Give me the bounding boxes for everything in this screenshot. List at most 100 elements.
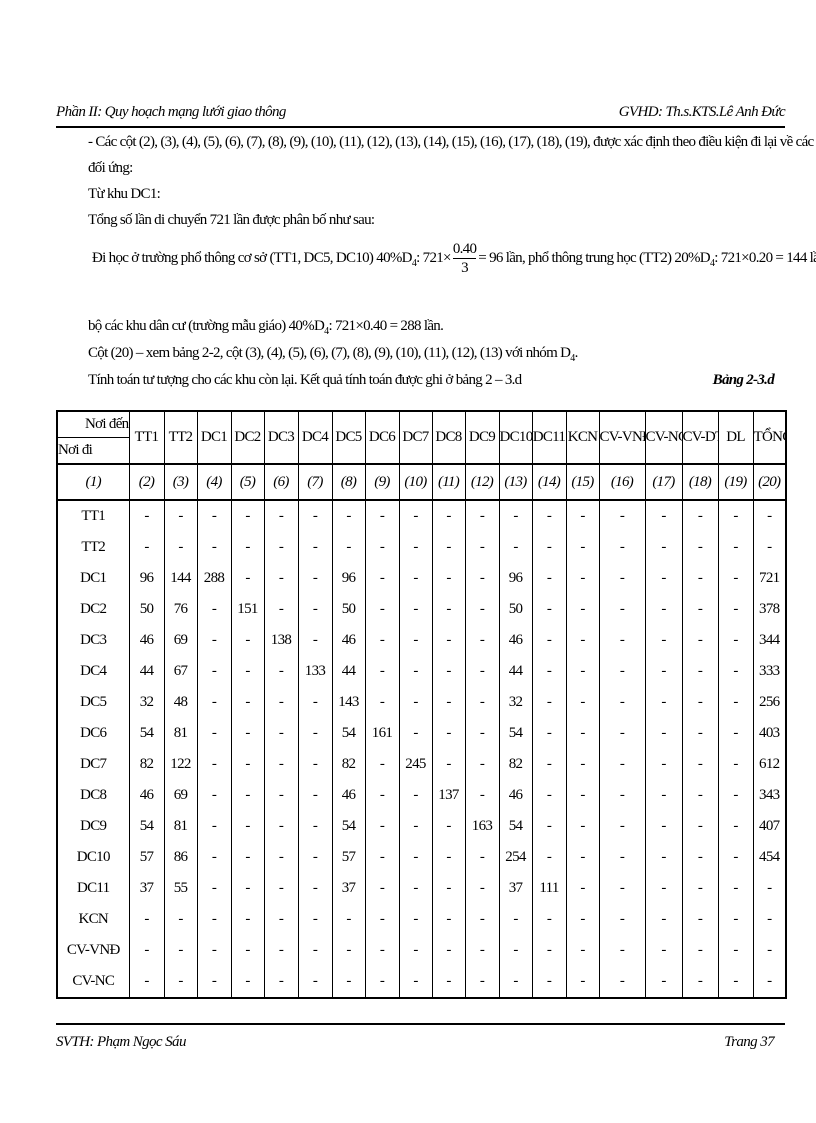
table-cell: - — [297, 811, 332, 842]
table-cell: - — [398, 811, 432, 842]
table-cell: 254 — [498, 842, 532, 873]
table-cell: - — [565, 625, 599, 656]
table-cell: - — [644, 873, 682, 904]
table-cell: - — [498, 500, 532, 532]
column-number: (13) — [498, 463, 532, 501]
table-cell: - — [230, 687, 264, 718]
table-cell: - — [263, 594, 298, 625]
table-row: DC1 96 144 288- - -96- - - -96- - - - - -721 — [56, 563, 786, 594]
table-cell: - — [364, 842, 399, 873]
column-header: DC5 — [331, 411, 365, 464]
table-cell: - — [531, 842, 566, 873]
table-header-row: Nơi đi — [56, 437, 786, 464]
paragraph-line: Cột (20) – xem bảng 2-2, cột (3), (4), (… — [88, 345, 578, 364]
table-cell: - — [431, 811, 465, 842]
table-cell: 44 — [128, 656, 164, 687]
table-cell: - — [717, 904, 753, 935]
row-origin-label: DC9 — [56, 811, 129, 842]
table-cell: - — [598, 780, 645, 811]
row-origin-label: CV-NC — [56, 966, 129, 998]
table-cell: - — [263, 935, 298, 966]
table-row: DC4 44 67- - -133 44- - - -44- - - - - -333 — [56, 656, 786, 687]
table-cell: 96 — [331, 563, 365, 594]
table-cell: - — [263, 780, 298, 811]
table-cell: - — [431, 500, 465, 532]
table-cell: - — [531, 625, 566, 656]
column-number: (17) — [644, 463, 682, 501]
table-cell: - — [565, 532, 599, 563]
table-cell: 54 — [331, 811, 365, 842]
table-cell: 721 — [752, 563, 786, 594]
header-corner-bottom: Nơi đi — [56, 437, 129, 464]
table-cell: - — [297, 904, 332, 935]
table-cell: - — [644, 625, 682, 656]
table-cell: - — [681, 625, 718, 656]
column-header: DC9 — [464, 411, 499, 464]
table-cell: - — [464, 904, 499, 935]
column-header: CV-NC — [644, 411, 682, 464]
table-cell: 32 — [498, 687, 532, 718]
table-cell: - — [565, 966, 599, 998]
table-cell: - — [464, 780, 499, 811]
table-cell: 44 — [498, 656, 532, 687]
table-cell: - — [297, 873, 332, 904]
table-cell: 57 — [128, 842, 164, 873]
table-cell: - — [364, 749, 399, 780]
column-number: (15) — [565, 463, 599, 501]
table-cell: - — [230, 656, 264, 687]
table-cell: 144 — [163, 563, 197, 594]
table-cell: - — [431, 563, 465, 594]
table-cell: - — [196, 873, 231, 904]
table-cell: - — [364, 656, 399, 687]
table-cell: - — [752, 966, 786, 998]
table-cell: - — [398, 532, 432, 563]
table-cell: - — [128, 966, 164, 998]
table-row: TT1- - - - - - - - - - - - - - - - - - - — [56, 500, 786, 532]
table-cell: 55 — [163, 873, 197, 904]
table-cell: - — [163, 966, 197, 998]
table-cell: 256 — [752, 687, 786, 718]
column-number: (14) — [531, 463, 566, 501]
table-cell: - — [717, 594, 753, 625]
row-origin-label: TT1 — [56, 500, 129, 532]
table-cell: - — [297, 966, 332, 998]
table-cell: 86 — [163, 842, 197, 873]
row-origin-label: DC5 — [56, 687, 129, 718]
table-cell: 82 — [128, 749, 164, 780]
table-cell: - — [565, 904, 599, 935]
table-cell: - — [681, 687, 718, 718]
table-cell: - — [398, 873, 432, 904]
table-cell: - — [681, 811, 718, 842]
table-cell: - — [230, 966, 264, 998]
table-cell: - — [598, 811, 645, 842]
table-cell: - — [531, 500, 566, 532]
table-cell: - — [598, 842, 645, 873]
table-cell: - — [431, 749, 465, 780]
table-cell: - — [565, 873, 599, 904]
column-number: (1) — [56, 463, 129, 501]
table-cell: 50 — [128, 594, 164, 625]
column-number: (2) — [128, 463, 164, 501]
table-cell: - — [464, 749, 499, 780]
table-cell: - — [196, 780, 231, 811]
table-cell: - — [464, 656, 499, 687]
table-cell: 37 — [331, 873, 365, 904]
table-cell: - — [498, 904, 532, 935]
table-cell: - — [717, 966, 753, 998]
header-section-title: Phần II: Quy hoạch mạng lưới giao thông — [56, 104, 286, 120]
table-cell: 378 — [752, 594, 786, 625]
table-cell: - — [464, 532, 499, 563]
table-row: DC11 37 55- - - -37- - - -37 111- - - - - - — [56, 873, 786, 904]
table-cell: - — [263, 532, 298, 563]
table-cell: - — [598, 656, 645, 687]
footer-student: SVTH: Phạm Ngọc Sáu — [56, 1034, 186, 1050]
table-cell: - — [598, 718, 645, 749]
table-cell: - — [464, 500, 499, 532]
table-cell: - — [464, 687, 499, 718]
table-cell: - — [644, 656, 682, 687]
row-origin-label: DC8 — [56, 780, 129, 811]
table-cell: - — [498, 966, 532, 998]
table-cell: - — [364, 594, 399, 625]
table-cell: - — [531, 811, 566, 842]
table-caption: Bảng 2-3.d — [712, 372, 775, 388]
